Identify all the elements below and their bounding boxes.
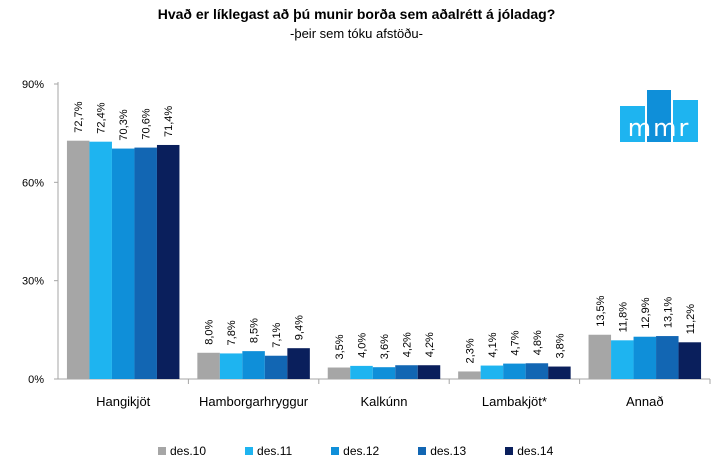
y-tick-label: 90% [22, 79, 44, 91]
bar [611, 340, 634, 379]
bar [503, 363, 526, 379]
bar [111, 148, 135, 379]
bar [458, 371, 481, 379]
data-label: 7,8% [226, 320, 238, 345]
bar [197, 352, 220, 379]
legend-item: des.12 [331, 444, 379, 458]
legend-swatch [418, 447, 427, 455]
chart-legend: des.10 des.11 des.12 des.13 des.14 [158, 444, 592, 458]
legend-swatch [505, 447, 514, 455]
bar [219, 353, 243, 379]
data-label: 70,3% [118, 109, 130, 140]
logo-block-1 [620, 106, 645, 142]
data-label: 9,4% [294, 315, 306, 340]
legend-label: des.12 [343, 444, 380, 458]
chart-subtitle: -þeir sem tóku afstöðu- [290, 26, 423, 41]
x-tick-label: Annað [626, 394, 664, 409]
x-tick-label: Hangikjöt [96, 394, 151, 409]
y-tick-label: 60% [22, 177, 44, 189]
data-label: 4,2% [424, 332, 436, 357]
bar [678, 342, 702, 379]
bar [372, 367, 396, 379]
data-label: 2,3% [464, 338, 476, 363]
legend-label: des.13 [430, 444, 467, 458]
data-label: 70,6% [141, 108, 153, 139]
bar [134, 147, 157, 379]
data-label: 4,7% [509, 330, 521, 355]
y-tick-label: 30% [22, 276, 44, 288]
bar [395, 365, 418, 379]
bar [327, 367, 351, 379]
data-label: 11,2% [685, 304, 697, 335]
bar [480, 365, 504, 379]
data-label: 7,1% [271, 322, 283, 347]
legend-item: des.14 [505, 444, 553, 458]
bar [633, 336, 657, 379]
mmr-logo: mmr [620, 90, 698, 142]
y-tick-label: 0% [28, 374, 44, 386]
legend-swatch [245, 447, 254, 455]
x-tick-label: Lambakjöt* [482, 394, 547, 409]
data-label: 11,8% [617, 302, 629, 333]
bar [264, 355, 288, 379]
bar [89, 141, 112, 379]
legend-label: des.14 [517, 444, 554, 458]
bar [417, 365, 441, 379]
bar-chart: 0% 30% 60% 90% 72,7% 72,4% 70,3% 70,6% 71,4% Hang… [22, 79, 711, 409]
logo-block-3 [673, 100, 698, 142]
x-tick-label: Kalkúnn [361, 394, 408, 409]
data-label: 71,4% [163, 106, 175, 137]
legend-swatch [331, 447, 340, 455]
data-label: 13,1% [662, 297, 674, 328]
data-label: 4,0% [357, 333, 369, 358]
bar [656, 336, 679, 379]
bar [156, 144, 180, 379]
logo-text: mmr [627, 114, 691, 142]
legend-item: des.10 [158, 444, 206, 458]
data-label: 3,5% [334, 334, 346, 359]
bar [287, 348, 310, 379]
bar [66, 140, 90, 379]
data-label: 12,9% [640, 297, 652, 328]
data-label: 72,4% [96, 102, 108, 133]
bar [588, 334, 612, 379]
legend-swatch [158, 447, 166, 455]
bar [548, 366, 571, 379]
chart-title: Hvað er líklegast að þú munir borða sem … [157, 6, 556, 22]
bar [350, 365, 373, 379]
logo-block-2 [647, 90, 671, 142]
data-label: 4,1% [487, 332, 499, 357]
data-label: 8,5% [249, 318, 261, 343]
legend-label: des.10 [170, 444, 207, 458]
data-label: 8,0% [204, 319, 216, 344]
data-label: 4,8% [532, 330, 544, 355]
data-label: 13,5% [595, 295, 607, 326]
data-label: 4,2% [402, 332, 414, 357]
bar [242, 351, 265, 379]
data-label: 3,6% [379, 334, 391, 359]
legend-item: des.13 [418, 444, 466, 458]
legend-item: des.11 [245, 444, 292, 458]
legend-label: des.11 [257, 444, 293, 458]
bar [525, 363, 549, 379]
data-label: 3,8% [554, 333, 566, 358]
data-label: 72,7% [73, 101, 85, 132]
x-tick-label: Hamborgarhryggur [199, 394, 309, 409]
